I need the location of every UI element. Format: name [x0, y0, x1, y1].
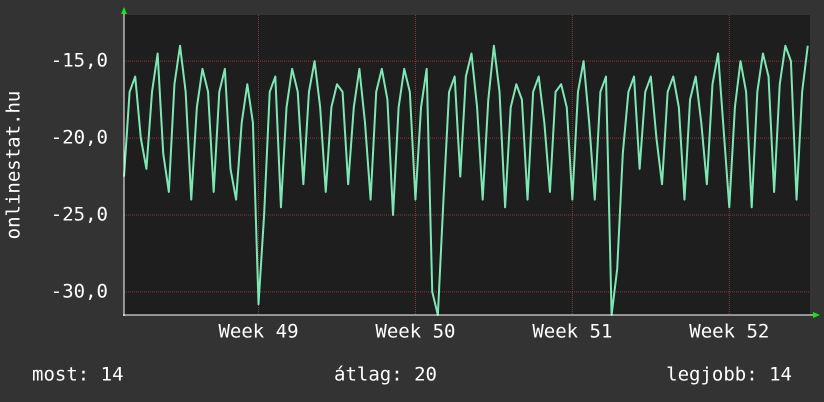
footer-best: legjobb: 14: [666, 364, 792, 386]
y-tick-label: -25,0: [51, 204, 108, 226]
x-tick-label: Week 52: [689, 321, 769, 343]
grid: [124, 15, 810, 315]
lines: [123, 44, 809, 316]
footer-average: átlag: 20: [334, 364, 437, 386]
x-tick-label: Week 50: [375, 321, 455, 343]
y-tick-label: -15,0: [51, 50, 108, 72]
y-tick-label: -30,0: [51, 280, 108, 302]
x-tick-label: Week 49: [218, 321, 298, 343]
y-tick-label: -20,0: [51, 127, 108, 149]
data-line: [123, 44, 809, 316]
y-axis-label: onlinestat.hu: [3, 91, 25, 240]
y-arrow: [121, 7, 127, 14]
x-tick-label: Week 51: [532, 321, 612, 343]
footer-current: most: 14: [32, 364, 124, 386]
x-arrow: [813, 312, 820, 318]
